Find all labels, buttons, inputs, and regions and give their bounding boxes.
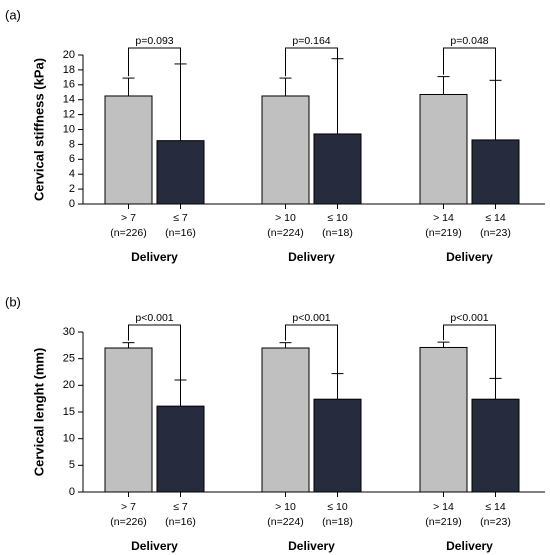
p-value-label: p=0.048 [450, 35, 488, 47]
bar [419, 346, 468, 493]
significance-bracket [285, 47, 338, 134]
category-label: ≤ 7 [173, 501, 188, 513]
p-value-label: p=0.164 [292, 35, 330, 47]
category-label: ≤ 14 [485, 501, 506, 513]
p-value-label: p<0.001 [292, 312, 330, 324]
y-tick-label: 5 [69, 459, 75, 471]
significance-bracket [443, 47, 496, 140]
category-count-label: (n=18) [322, 516, 353, 528]
x-axis-label: Delivery [446, 250, 493, 264]
y-tick-label: 10 [63, 433, 75, 445]
y-tick-label: 15 [63, 406, 75, 418]
bar [471, 139, 520, 205]
significance-bracket [443, 324, 496, 400]
panel-a: (a) Cervical stiffness (kPa) 0 2 4 6 8 10 12 14 16… [5, 7, 545, 264]
category-count-label: (n=219) [425, 227, 461, 239]
category-count-label: (n=16) [165, 227, 196, 239]
category-label: > 10 [275, 501, 296, 513]
y-tick-label: 12 [63, 109, 75, 121]
bar [471, 398, 520, 493]
category-count-label: (n=18) [322, 227, 353, 239]
category-label: ≤ 14 [485, 212, 506, 224]
category-count-label: (n=23) [480, 227, 511, 239]
category-count-label: (n=16) [165, 516, 196, 528]
y-tick-label: 14 [63, 94, 75, 106]
category-count-label: (n=224) [267, 227, 303, 239]
y-tick-label: 20 [63, 49, 75, 61]
y-tick-label: 30 [63, 326, 75, 338]
bar [313, 398, 362, 493]
panel-b: (b) Cervical lenght (mm) 0 5 10 15 20 25 30 > 7 (n… [5, 294, 545, 553]
x-axis-label: Delivery [288, 539, 335, 553]
y-tick-label: 16 [63, 79, 75, 91]
y-axis-title: Cervical lenght (mm) [31, 348, 46, 477]
significance-bracket [128, 324, 181, 407]
category-count-label: (n=219) [425, 516, 461, 528]
category-label: > 7 [121, 212, 136, 224]
y-tick-label: 6 [69, 153, 75, 165]
category-count-label: (n=226) [110, 516, 146, 528]
y-tick-label: 0 [69, 486, 75, 498]
y-tick-label: 0 [69, 198, 75, 210]
bar [261, 95, 310, 205]
category-label: > 14 [433, 212, 454, 224]
p-value-label: p<0.001 [450, 312, 488, 324]
category-count-label: (n=23) [480, 516, 511, 528]
x-axis-label: Delivery [288, 250, 335, 264]
bar [261, 347, 310, 493]
bar [419, 93, 468, 205]
x-axis-label: Delivery [131, 539, 178, 553]
y-tick-label: 8 [69, 138, 75, 150]
category-label: ≤ 10 [327, 501, 348, 513]
x-axis-label: Delivery [446, 539, 493, 553]
y-tick-label: 2 [69, 183, 75, 195]
category-label: > 14 [433, 501, 454, 513]
significance-bracket [285, 324, 338, 400]
y-tick-label: 18 [63, 64, 75, 76]
panel-label: (b) [5, 294, 21, 309]
bar [104, 347, 153, 493]
bar [156, 405, 205, 493]
category-label: ≤ 10 [327, 212, 348, 224]
significance-bracket [128, 47, 181, 141]
y-tick-label: 10 [63, 123, 75, 135]
y-tick-label: 25 [63, 353, 75, 365]
panel-label: (a) [5, 7, 21, 22]
p-value-label: p<0.001 [135, 312, 173, 324]
category-count-label: (n=224) [267, 516, 303, 528]
x-axis-label: Delivery [131, 250, 178, 264]
y-axis-title: Cervical stiffness (kPa) [31, 58, 46, 201]
bar [313, 133, 362, 205]
category-label: > 10 [275, 212, 296, 224]
y-tick-label: 4 [69, 168, 75, 180]
bar [156, 140, 205, 205]
category-label: ≤ 7 [173, 212, 188, 224]
bar [104, 95, 153, 205]
y-tick-label: 20 [63, 379, 75, 391]
p-value-label: p=0.093 [135, 35, 173, 47]
category-label: > 7 [121, 501, 136, 513]
category-count-label: (n=226) [110, 227, 146, 239]
